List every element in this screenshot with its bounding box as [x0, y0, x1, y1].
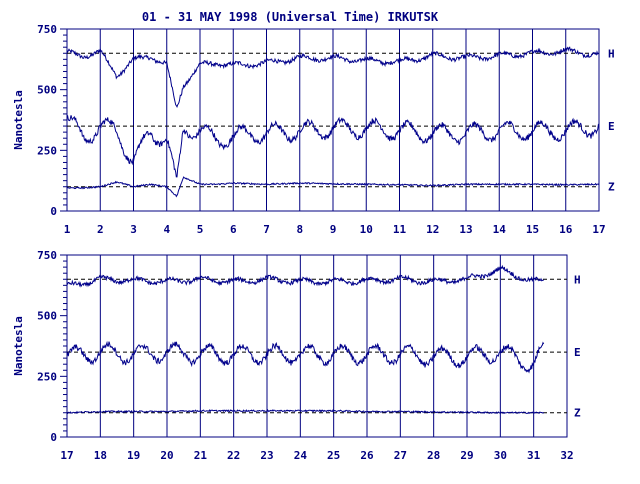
y-tick-label: 750: [37, 249, 57, 262]
x-tick-label: 9: [330, 223, 337, 236]
x-tick-label: 6: [230, 223, 237, 236]
y-tick-label: 0: [50, 205, 57, 218]
x-tick-label: 16: [559, 223, 573, 236]
x-tick-label: 17: [592, 223, 605, 236]
x-tick-label: 18: [94, 449, 107, 462]
x-tick-label: 3: [130, 223, 137, 236]
x-tick-label: 8: [296, 223, 303, 236]
x-tick-label: 20: [160, 449, 173, 462]
x-tick-label: 31: [527, 449, 541, 462]
x-tick-label: 14: [493, 223, 507, 236]
x-tick-label: 5: [197, 223, 204, 236]
series-line-z: [66, 176, 600, 198]
x-tick-label: 11: [393, 223, 407, 236]
x-tick-label: 4: [163, 223, 170, 236]
series-line-h: [66, 264, 545, 288]
x-tick-label: 32: [560, 449, 573, 462]
x-tick-label: 25: [327, 449, 340, 462]
y-tick-label: 750: [37, 23, 57, 36]
x-tick-label: 21: [194, 449, 208, 462]
x-tick-label: 26: [360, 449, 374, 462]
series-label-e: E: [574, 346, 581, 359]
series-label-e: E: [608, 120, 615, 133]
x-tick-label: 24: [294, 449, 308, 462]
x-tick-label: 10: [360, 223, 373, 236]
y-tick-label: 500: [37, 310, 57, 323]
x-tick-label: 19: [127, 449, 140, 462]
x-tick-label: 29: [460, 449, 473, 462]
y-axis-label: Nanotesla: [12, 90, 25, 150]
y-tick-label: 250: [37, 144, 57, 157]
x-tick-label: 1: [64, 223, 71, 236]
x-tick-label: 30: [494, 449, 507, 462]
x-tick-label: 7: [263, 223, 270, 236]
chart-title: 01 - 31 MAY 1998 (Universal Time) IRKUTS…: [142, 10, 439, 24]
x-tick-label: 17: [60, 449, 73, 462]
x-tick-label: 28: [427, 449, 440, 462]
x-tick-label: 15: [526, 223, 539, 236]
x-tick-label: 13: [459, 223, 472, 236]
series-label-h: H: [574, 273, 581, 286]
x-tick-label: 23: [260, 449, 273, 462]
series-line-z: [66, 409, 545, 415]
x-tick-label: 22: [227, 449, 240, 462]
y-tick-label: 500: [37, 84, 57, 97]
x-tick-label: 27: [394, 449, 407, 462]
series-line-e: [66, 340, 545, 374]
x-tick-label: 2: [97, 223, 104, 236]
y-axis-label: Nanotesla: [12, 316, 25, 376]
x-tick-label: 12: [426, 223, 439, 236]
series-label-h: H: [608, 47, 615, 60]
series-line-h: [66, 46, 600, 109]
series-line-e: [66, 114, 600, 178]
y-tick-label: 250: [37, 370, 57, 383]
y-tick-label: 0: [50, 431, 57, 444]
series-label-z: Z: [574, 407, 581, 420]
series-label-z: Z: [608, 181, 615, 194]
